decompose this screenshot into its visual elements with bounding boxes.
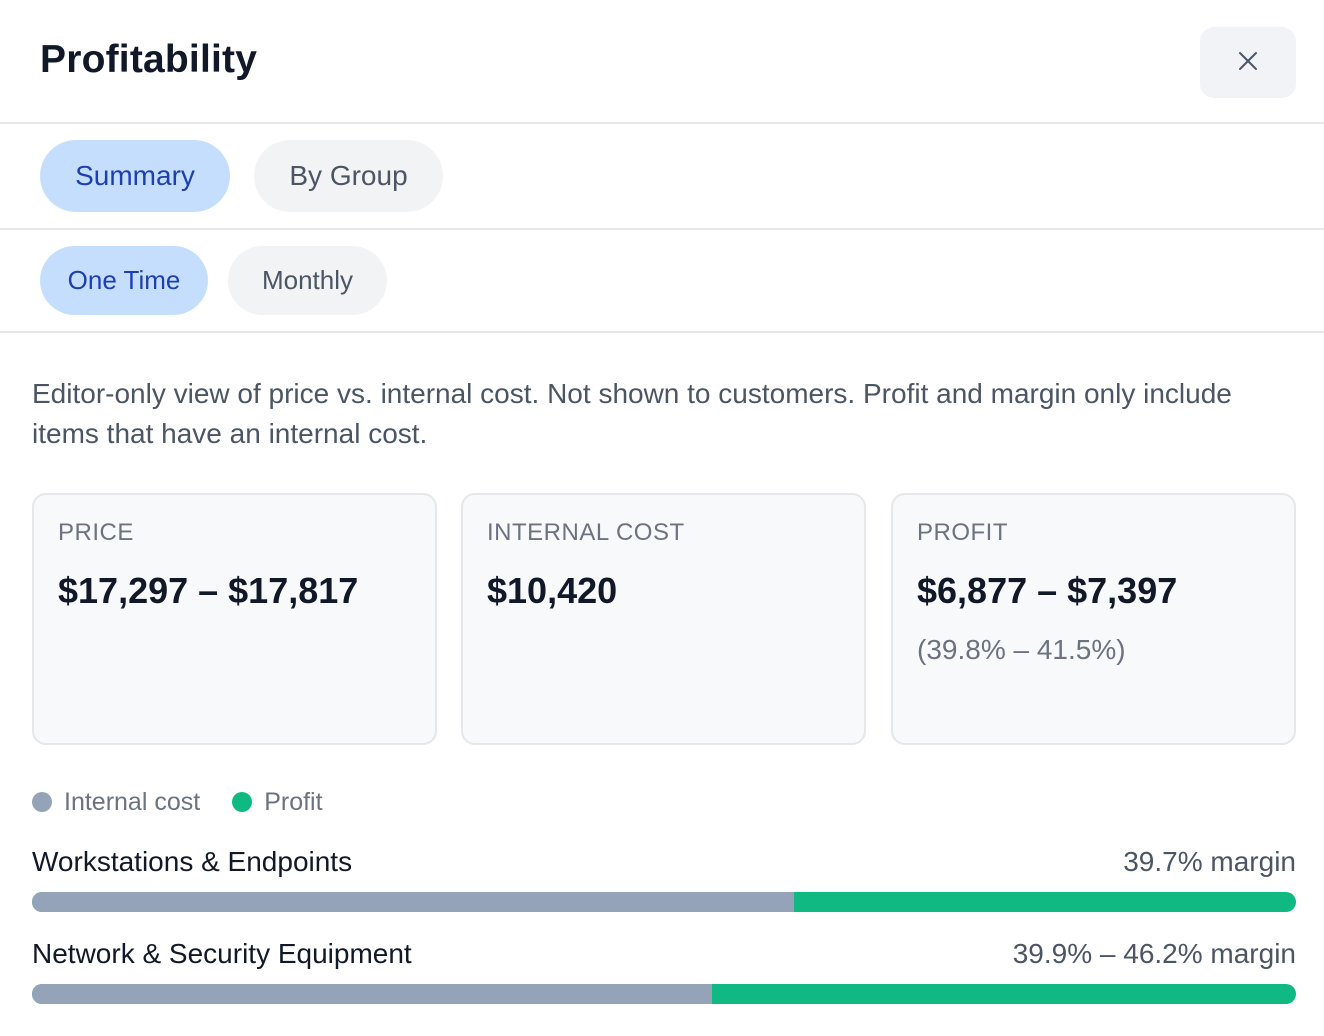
tab-monthly[interactable]: Monthly xyxy=(228,246,387,315)
profit-value: $6,877 – $7,397 xyxy=(917,570,1178,611)
dialog-title: Profitability xyxy=(40,38,258,81)
group-name: Network & Security Equipment xyxy=(32,938,412,969)
period-tabs: One Time Monthly xyxy=(0,230,1324,333)
internal-cost-card: INTERNAL COST $10,420 xyxy=(461,493,866,745)
profit-value-wrap: $6,877 – $7,397 (39.8% – 41.5%) xyxy=(917,563,1270,678)
profit-margin-range: (39.8% – 41.5%) xyxy=(917,634,1126,665)
tab-by-group[interactable]: By Group xyxy=(254,140,443,212)
chart-legend: Internal cost Profit xyxy=(32,786,355,818)
group-cost-segment xyxy=(32,892,795,912)
group-margin: 39.9% – 46.2% margin xyxy=(1012,938,1296,969)
group-margin: 39.7% margin xyxy=(1123,846,1296,877)
group-profit-bar xyxy=(32,984,1296,1004)
legend-item-profit: Profit xyxy=(232,787,323,817)
tab-one-time[interactable]: One Time xyxy=(40,246,208,315)
description-text: Editor-only view of price vs. internal c… xyxy=(32,378,1232,449)
group-name: Workstations & Endpoints xyxy=(32,846,353,877)
profit-card: PROFIT $6,877 – $7,397 (39.8% – 41.5%) xyxy=(891,493,1296,745)
group-row-network-security: Network & Security Equipment 39.9% – 46.… xyxy=(32,934,1296,1004)
price-card: PRICE $17,297 – $17,817 xyxy=(32,493,437,745)
group-profit-bar xyxy=(32,892,1296,912)
legend-label-profit: Profit xyxy=(264,787,323,816)
price-value: $17,297 – $17,817 xyxy=(58,570,359,611)
group-row-workstations: Workstations & Endpoints 39.7% margin xyxy=(32,842,1296,912)
internal-cost-value: $10,420 xyxy=(487,570,618,611)
legend-item-internal-cost: Internal cost xyxy=(32,788,200,817)
group-cost-segment xyxy=(32,984,713,1004)
profit-label: PROFIT xyxy=(917,519,1008,546)
profit-swatch xyxy=(232,792,253,812)
internal-cost-swatch xyxy=(32,792,52,812)
legend-label-internal-cost: Internal cost xyxy=(64,787,201,816)
close-icon xyxy=(1237,50,1259,75)
internal-cost-label: INTERNAL COST xyxy=(487,519,685,546)
dialog-header: Profitability xyxy=(0,0,1324,124)
tab-summary[interactable]: Summary xyxy=(40,140,230,212)
close-button[interactable] xyxy=(1200,27,1296,98)
price-label: PRICE xyxy=(58,519,134,546)
view-tabs: Summary By Group xyxy=(0,124,1324,230)
